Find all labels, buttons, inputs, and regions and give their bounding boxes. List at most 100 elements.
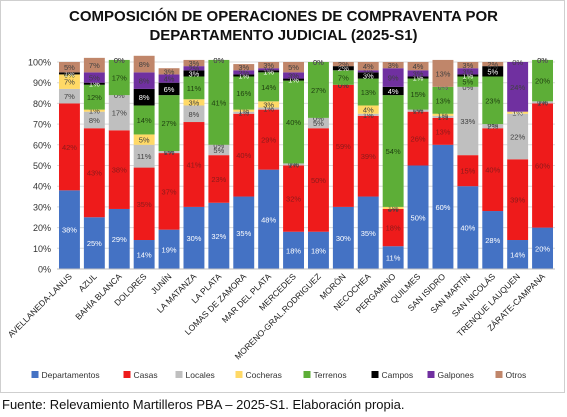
data-label: 40% <box>460 224 475 233</box>
bar-segment <box>208 202 230 269</box>
bar-segment <box>108 130 130 209</box>
bar-segment <box>407 165 429 269</box>
data-label: 29% <box>261 136 276 145</box>
data-label: 29% <box>112 235 127 244</box>
bar-segment <box>233 111 255 114</box>
data-label: 27% <box>162 119 177 128</box>
data-label: 1% <box>238 109 249 118</box>
bar-segment <box>507 111 529 114</box>
data-label: 18% <box>386 224 401 233</box>
data-label: 0% <box>487 120 498 129</box>
data-label: 13% <box>435 69 450 78</box>
data-label: 38% <box>112 166 127 175</box>
data-label: 27% <box>311 86 326 95</box>
data-label: 3% <box>263 61 274 70</box>
data-label: 0% <box>313 58 324 67</box>
bar-segment <box>357 105 379 114</box>
legend-label: Galpones <box>438 370 474 380</box>
data-label: 23% <box>211 175 226 184</box>
data-label: 12% <box>87 93 102 102</box>
bar-segment <box>158 153 180 230</box>
bar-segment <box>183 105 205 123</box>
bar-segment <box>133 55 155 73</box>
data-label: 0% <box>313 58 324 67</box>
bar-segment <box>183 122 205 207</box>
bar-segment <box>382 206 404 209</box>
data-label: 1% <box>438 113 449 122</box>
data-label: 15% <box>411 90 426 99</box>
legend-label: Otros <box>506 370 527 380</box>
data-label: 0% <box>512 108 523 117</box>
data-label: 4% <box>388 87 399 96</box>
bar-segment <box>457 76 479 87</box>
data-label: 8% <box>139 93 150 102</box>
category-label: AVELLANEDA-LANUS <box>6 271 74 339</box>
data-label: 32% <box>286 195 301 204</box>
data-label: 0% <box>537 97 548 106</box>
data-label: 35% <box>236 229 251 238</box>
data-label: 8% <box>139 60 150 69</box>
bar-segment <box>357 115 379 197</box>
data-label: 28% <box>485 236 500 245</box>
bar-segment <box>357 72 379 79</box>
data-label: 26% <box>411 135 426 144</box>
bar-segment <box>183 99 205 106</box>
data-label: 0% <box>114 56 125 65</box>
bar-segment <box>208 155 230 203</box>
bar-segment <box>58 62 80 73</box>
bar-segment <box>108 59 130 96</box>
bar-segment <box>58 72 80 75</box>
data-label: 50% <box>411 213 426 222</box>
bar-segment <box>357 113 379 116</box>
bar-segment <box>532 59 554 102</box>
bar-segment <box>58 103 80 191</box>
y-tick-label: 10% <box>33 244 51 254</box>
data-label: 18% <box>286 246 301 255</box>
data-label: 18% <box>311 246 326 255</box>
data-label: 17% <box>112 109 127 118</box>
data-label: 3% <box>462 61 473 70</box>
bar-segment <box>233 196 255 269</box>
bar-segment <box>83 57 105 73</box>
data-label: 1% <box>238 71 249 80</box>
chart-container: COMPOSICIÓN DE OPERACIONES DE COMPRAVENT… <box>0 0 565 393</box>
data-label: 0% <box>114 56 125 65</box>
data-label: 3% <box>462 67 473 76</box>
data-label: 13% <box>361 88 376 97</box>
data-label: 40% <box>485 166 500 175</box>
bar-segment <box>382 95 404 207</box>
data-label: 6% <box>164 85 175 94</box>
data-label: 0% <box>537 56 548 65</box>
data-label: 0% <box>313 58 324 67</box>
data-label: 0% <box>64 68 75 77</box>
bar-segment <box>283 62 305 73</box>
y-tick-label: 60% <box>33 140 51 150</box>
data-label: 1% <box>462 71 473 80</box>
data-label: 39% <box>510 196 525 205</box>
data-label: 0% <box>512 108 523 117</box>
bar-segment <box>158 74 180 83</box>
data-label: 0% <box>438 83 449 92</box>
data-label: 2% <box>338 60 349 69</box>
data-label: 3% <box>363 71 374 80</box>
data-label: 13% <box>435 127 450 136</box>
bar-segment <box>407 111 429 166</box>
data-label: 37% <box>162 187 177 196</box>
data-label: 7% <box>89 61 100 70</box>
bar-segment <box>407 70 429 77</box>
data-label: 38% <box>62 226 77 235</box>
data-label: 1% <box>288 76 299 85</box>
bar-segment <box>332 70 354 85</box>
bar-segment <box>133 240 155 269</box>
data-label: 1% <box>537 98 548 107</box>
bar-segment <box>482 211 504 269</box>
data-label: 1% <box>89 107 100 116</box>
legend-label: Casas <box>134 370 158 380</box>
bar-segment <box>507 240 529 269</box>
bar-segment <box>407 78 429 110</box>
data-label: 8% <box>89 116 100 125</box>
bar-segment <box>357 70 379 73</box>
data-label: 1% <box>164 148 175 157</box>
category-label: AZUL <box>76 271 99 294</box>
bar-segment <box>158 229 180 269</box>
